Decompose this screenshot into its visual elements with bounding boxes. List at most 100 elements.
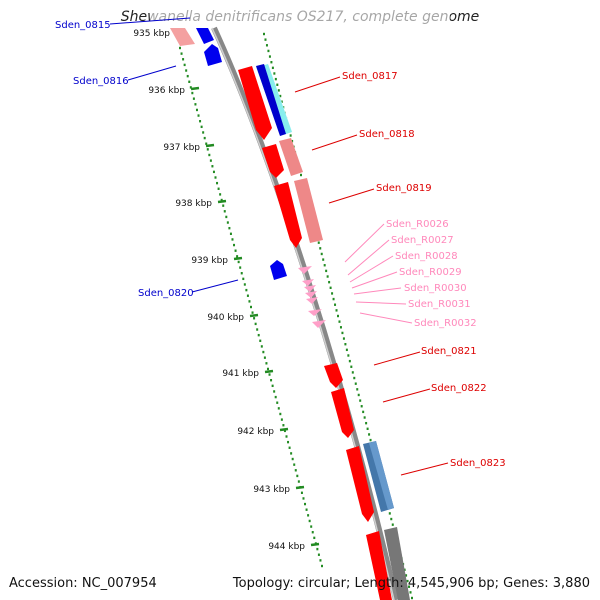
ruler-dot bbox=[268, 373, 271, 376]
gene-sden-0821[interactable] bbox=[324, 363, 343, 388]
kbp-label: 935 kbp bbox=[133, 29, 170, 39]
cog-box-sden-0819[interactable] bbox=[294, 178, 323, 243]
ruler-dot bbox=[271, 384, 274, 388]
track-dot bbox=[356, 388, 359, 391]
label-sden-r0030[interactable]: Sden_R0030 bbox=[404, 283, 467, 294]
gene-sden-0815-fwd[interactable] bbox=[170, 28, 195, 46]
ruler-dot bbox=[216, 181, 219, 185]
track-dot bbox=[332, 297, 335, 301]
ruler-dot bbox=[229, 232, 232, 236]
label-sden-0822[interactable]: Sden_0822 bbox=[431, 383, 487, 394]
rna-sden-r0026[interactable] bbox=[298, 266, 312, 274]
track-dot bbox=[263, 32, 265, 36]
rna-sden-r0030[interactable] bbox=[306, 297, 318, 304]
ruler-dot bbox=[182, 58, 185, 61]
gene-sden-0819[interactable] bbox=[274, 182, 302, 248]
ruler-dot bbox=[270, 378, 273, 382]
ruler-dot bbox=[186, 74, 189, 78]
ruler-dot bbox=[242, 277, 245, 281]
ruler-dot bbox=[189, 86, 192, 89]
track-dot bbox=[341, 331, 344, 335]
track-dot bbox=[319, 247, 322, 250]
callout-sden-0821 bbox=[373, 351, 421, 366]
track-dot bbox=[365, 421, 368, 425]
label-sden-0815[interactable]: Sden_0815 bbox=[55, 20, 111, 31]
ruler-dot bbox=[253, 317, 256, 320]
ruler-dot bbox=[321, 564, 323, 568]
label-sden-r0032[interactable]: Sden_R0032 bbox=[414, 318, 477, 329]
gene-sden-0818[interactable] bbox=[262, 144, 284, 178]
track-dot bbox=[409, 591, 412, 594]
ruler-dot bbox=[319, 559, 322, 562]
label-sden-0819[interactable]: Sden_0819 bbox=[376, 183, 432, 194]
gene-sden-0820[interactable] bbox=[270, 260, 287, 280]
ruler-dot bbox=[185, 69, 188, 72]
ruler-dot bbox=[254, 322, 257, 326]
ruler-dot bbox=[277, 407, 280, 410]
track-dot bbox=[331, 292, 334, 295]
track-dot bbox=[335, 309, 338, 312]
kbp-label: 936 kbp bbox=[148, 86, 185, 96]
callout-sden-0816 bbox=[127, 65, 177, 81]
ruler-dot bbox=[236, 255, 239, 258]
ruler-dot bbox=[250, 305, 252, 309]
label-sden-r0027[interactable]: Sden_R0027 bbox=[391, 235, 454, 246]
gene-sden-0816[interactable] bbox=[204, 44, 222, 66]
gene-sden-0822[interactable] bbox=[331, 388, 354, 438]
ruler-dot bbox=[305, 508, 308, 511]
callout-sden-r0030 bbox=[353, 287, 402, 295]
rna-sden-r0028[interactable] bbox=[304, 285, 316, 292]
ruler-dot bbox=[307, 514, 310, 517]
label-sden-r0029[interactable]: Sden_R0029 bbox=[399, 267, 462, 278]
kbp-label: 944 kbp bbox=[268, 542, 305, 552]
track-dot bbox=[334, 303, 337, 306]
kbp-tick bbox=[310, 542, 320, 547]
ruler-dot bbox=[234, 249, 237, 252]
track-dot bbox=[357, 393, 360, 397]
label-sden-0821[interactable]: Sden_0821 bbox=[421, 346, 477, 357]
ruler-dot bbox=[240, 272, 243, 275]
label-sden-0823[interactable]: Sden_0823 bbox=[450, 458, 506, 469]
ruler-dot bbox=[279, 412, 282, 416]
gene-sden-0817[interactable] bbox=[238, 66, 272, 140]
cog-box-next[interactable] bbox=[384, 527, 410, 600]
ruler-dot bbox=[199, 119, 202, 123]
rna-sden-r0029[interactable] bbox=[305, 291, 317, 298]
ruler-dot bbox=[273, 390, 276, 393]
label-sden-r0026[interactable]: Sden_R0026 bbox=[386, 219, 449, 230]
rna-sden-r0032[interactable] bbox=[312, 320, 326, 328]
ruler-dot bbox=[265, 362, 268, 365]
ruler-dot bbox=[313, 536, 316, 540]
track-dot bbox=[368, 433, 371, 436]
track-dot bbox=[405, 574, 408, 577]
rna-sden-r0031[interactable] bbox=[308, 309, 322, 316]
gene-labels: Sden_0815 Sden_0816 Sden_0820 Sden_0817 … bbox=[55, 20, 506, 469]
track-dot bbox=[273, 72, 276, 75]
label-sden-r0031[interactable]: Sden_R0031 bbox=[408, 299, 471, 310]
track-dot bbox=[362, 410, 365, 414]
track-dot bbox=[359, 399, 362, 402]
ruler-dot bbox=[293, 463, 296, 466]
ruler-dot bbox=[246, 294, 249, 297]
ruler-dot bbox=[180, 52, 183, 55]
ruler-dot bbox=[311, 531, 314, 534]
forward-cds-track bbox=[170, 28, 392, 600]
label-sden-0816[interactable]: Sden_0816 bbox=[73, 76, 129, 87]
cog-box-sden-0818[interactable] bbox=[279, 138, 303, 176]
label-sden-0820[interactable]: Sden_0820 bbox=[138, 288, 194, 299]
kbp-tick bbox=[279, 427, 289, 432]
rna-sden-r0027[interactable] bbox=[302, 279, 314, 286]
track-dot bbox=[337, 314, 339, 318]
gene-sden-0824[interactable] bbox=[366, 531, 392, 600]
ruler-dot bbox=[316, 547, 319, 551]
label-sden-0818[interactable]: Sden_0818 bbox=[359, 129, 415, 140]
gene-sden-0816-track bbox=[256, 64, 286, 136]
label-sden-r0028[interactable]: Sden_R0028 bbox=[395, 251, 458, 262]
ruler-dot bbox=[256, 328, 259, 331]
gene-sden-0823[interactable] bbox=[346, 446, 374, 522]
ruler-dot bbox=[203, 136, 206, 140]
track-dot bbox=[347, 354, 350, 357]
callout-sden-0817 bbox=[294, 76, 341, 93]
gene-sden-0815[interactable] bbox=[196, 28, 214, 44]
label-sden-0817[interactable]: Sden_0817 bbox=[342, 71, 398, 82]
